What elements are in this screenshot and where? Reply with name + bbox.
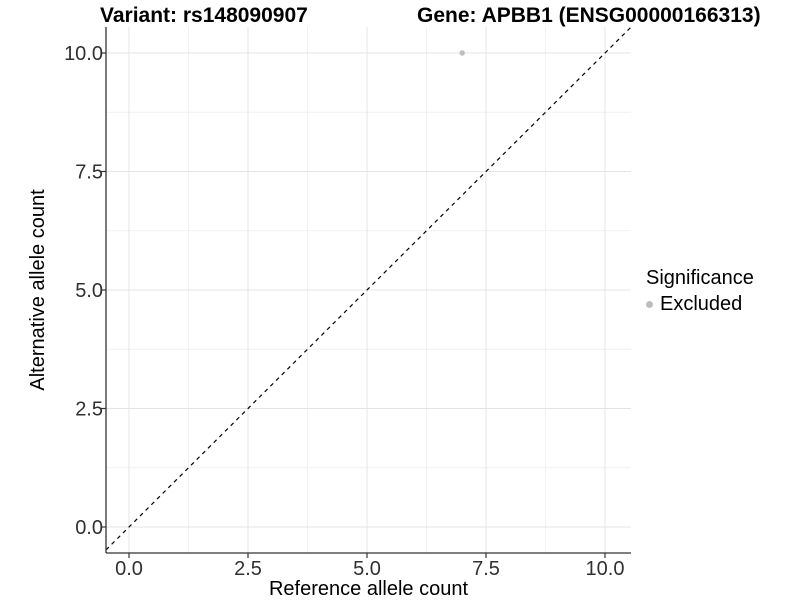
y-tick-label: 0.0	[75, 517, 103, 539]
legend: Significance Excluded	[646, 267, 754, 316]
legend-entry: Excluded	[646, 293, 754, 316]
legend-title: Significance	[646, 267, 754, 289]
y-tick-label: 7.5	[75, 162, 103, 184]
legend-point-icon	[646, 301, 653, 308]
y-tick-label: 5.0	[75, 280, 103, 302]
legend-entry-label: Excluded	[660, 293, 743, 315]
x-tick-label: 5.0	[353, 558, 381, 580]
plot-title-variant: Variant: rs148090907	[100, 4, 308, 27]
identity-dashed-line	[105, 26, 632, 551]
y-tick-label: 10.0	[64, 43, 103, 65]
x-tick-label: 7.5	[472, 558, 500, 580]
x-axis-title: Reference allele count	[269, 578, 468, 600]
y-tick-label: 2.5	[75, 399, 103, 421]
x-tick-label: 2.5	[234, 558, 262, 580]
x-tick-label: 10.0	[586, 558, 625, 580]
y-axis-title: Alternative allele count	[27, 189, 49, 391]
x-tick-label: 0.0	[115, 558, 143, 580]
plot-title-gene: Gene: APBB1 (ENSG00000166313)	[417, 4, 761, 27]
data-point	[459, 50, 465, 56]
